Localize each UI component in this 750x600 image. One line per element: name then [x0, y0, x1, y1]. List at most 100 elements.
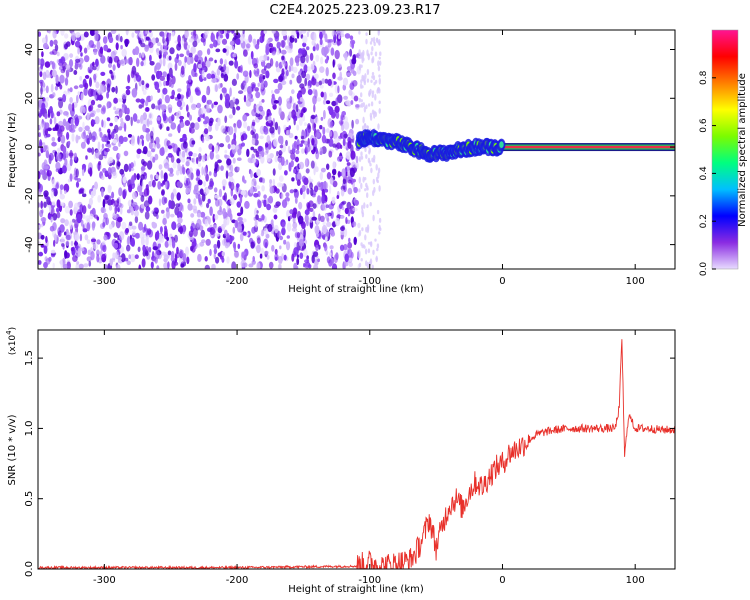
noise-speckle [75, 58, 81, 63]
noise-speckle [50, 189, 55, 199]
noise-speckle [316, 129, 320, 134]
noise-speckle [255, 159, 259, 165]
noise-speckle [242, 30, 245, 35]
noise-speckle [341, 123, 345, 132]
noise-speckle [121, 93, 127, 100]
noise-speckle [45, 235, 48, 244]
noise-speckle [88, 132, 93, 141]
noise-speckle [66, 90, 71, 95]
noise-speckle [106, 101, 110, 110]
noise-speckle [373, 154, 376, 161]
noise-speckle [86, 222, 91, 232]
noise-speckle [370, 79, 373, 84]
noise-speckle [313, 116, 319, 125]
noise-speckle [157, 243, 161, 248]
noise-speckle [319, 66, 325, 73]
noise-speckle [223, 218, 227, 228]
noise-speckle [115, 85, 118, 94]
noise-speckle [328, 138, 334, 147]
noise-speckle [304, 209, 310, 216]
noise-speckle [232, 106, 236, 116]
noise-speckle [272, 117, 275, 127]
noise-speckle [254, 133, 259, 140]
noise-speckle [62, 145, 67, 154]
noise-speckle [246, 230, 251, 238]
noise-speckle [213, 248, 218, 255]
noise-speckle [38, 58, 41, 66]
noise-speckle [111, 191, 115, 199]
noise-speckle [232, 157, 236, 164]
noise-speckle [97, 104, 102, 108]
noise-speckle [40, 86, 43, 95]
noise-speckle [267, 223, 273, 233]
noise-speckle [200, 211, 206, 218]
noise-speckle [94, 32, 99, 42]
noise-speckle [75, 181, 80, 188]
noise-speckle [149, 30, 152, 33]
noise-speckle [229, 213, 233, 221]
noise-speckle [366, 125, 369, 129]
noise-speckle [146, 235, 150, 240]
noise-speckle [250, 50, 254, 60]
noise-speckle [207, 198, 211, 204]
noise-speckle [143, 188, 149, 197]
noise-speckle [292, 66, 298, 73]
noise-speckle [186, 44, 191, 49]
noise-speckle [141, 158, 145, 165]
noise-speckle [248, 263, 254, 268]
noise-speckle [294, 135, 298, 140]
noise-speckle [256, 262, 261, 269]
noise-speckle [362, 176, 365, 183]
noise-speckle [364, 188, 367, 192]
noise-speckle [134, 30, 141, 34]
noise-speckle [40, 217, 47, 222]
noise-speckle [307, 89, 313, 96]
noise-speckle [286, 222, 292, 232]
noise-speckle [213, 101, 218, 106]
noise-speckle [322, 126, 326, 136]
noise-speckle [209, 150, 214, 160]
noise-speckle [177, 34, 181, 44]
noise-speckle [351, 57, 357, 64]
noise-speckle [227, 143, 231, 149]
noise-speckle [142, 89, 147, 96]
noise-speckle [347, 140, 352, 149]
noise-speckle [161, 196, 166, 206]
noise-speckle [136, 173, 140, 181]
noise-speckle [197, 179, 203, 186]
noise-speckle [94, 181, 98, 190]
noise-speckle [45, 44, 49, 49]
noise-speckle [232, 226, 236, 234]
noise-speckle [162, 31, 165, 40]
noise-speckle [303, 263, 306, 268]
noise-speckle [51, 205, 55, 210]
noise-speckle [191, 68, 197, 78]
noise-speckle [370, 167, 373, 174]
noise-speckle [75, 32, 81, 38]
noise-speckle [332, 130, 338, 140]
noise-speckle [342, 77, 349, 86]
noise-speckle [305, 168, 310, 174]
noise-speckle [63, 183, 70, 193]
noise-speckle [130, 207, 135, 216]
noise-speckle [81, 131, 86, 140]
noise-speckle [186, 256, 190, 265]
noise-speckle [92, 243, 99, 250]
noise-speckle [184, 56, 188, 63]
noise-speckle [138, 221, 144, 231]
noise-speckle [80, 141, 86, 149]
noise-speckle [101, 240, 106, 246]
noise-speckle [272, 207, 278, 213]
noise-speckle [362, 125, 365, 130]
noise-speckle [80, 52, 83, 57]
noise-speckle [369, 241, 373, 246]
noise-speckle [100, 55, 106, 64]
noise-speckle [69, 158, 73, 167]
noise-speckle [51, 69, 58, 78]
noise-speckle [302, 35, 308, 44]
noise-speckle [281, 49, 287, 55]
noise-speckle [265, 47, 270, 56]
noise-speckle [281, 227, 286, 236]
noise-speckle [270, 45, 274, 53]
noise-speckle [242, 70, 249, 77]
